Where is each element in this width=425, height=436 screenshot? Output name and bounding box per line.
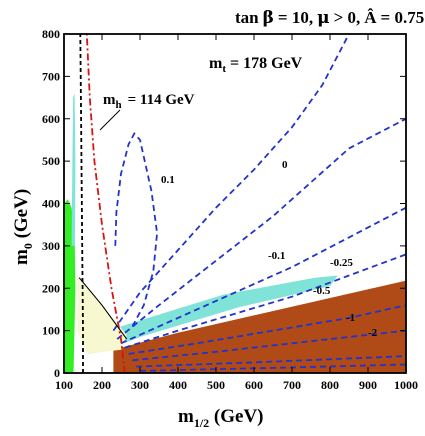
mh-pointer	[99, 109, 121, 131]
mt-annotation: mt = 178 GeV	[209, 55, 303, 75]
curve-label-minus-0.1: -0.1	[268, 250, 285, 262]
curve-label-minus-0.25: -0.25	[330, 257, 353, 269]
y-tick-label-300: 300	[42, 239, 60, 253]
x-tick-label-1000: 1000	[394, 378, 418, 392]
curve-1-5	[128, 304, 406, 355]
curve-label-minus-1: -1	[346, 312, 355, 324]
x-tick-label-900: 900	[359, 378, 377, 392]
x-tick-label-200: 200	[93, 378, 111, 392]
x-tick-label-600: 600	[245, 378, 263, 392]
x-tick-label-300: 300	[131, 378, 149, 392]
y-tick-label-0: 0	[54, 366, 60, 380]
curve-2-6	[132, 329, 406, 362]
y-tick-label-200: 200	[42, 281, 60, 295]
x-tick-label-100: 100	[55, 378, 73, 392]
region-layer	[64, 93, 406, 373]
curve-label-0.1: 0.1	[161, 174, 175, 186]
x-tick-label-500: 500	[207, 378, 225, 392]
curve-0-1	[112, 34, 350, 332]
y-tick-label-700: 700	[42, 69, 60, 83]
region-g-2-favoured	[77, 275, 127, 354]
region-charged-lsp-excluded	[113, 280, 406, 373]
region-wmap-preferred	[86, 275, 338, 354]
x-axis-title: m1/2 (GeV)	[178, 406, 264, 430]
curve-layer	[78, 34, 406, 373]
y-tick-label-500: 500	[42, 154, 60, 168]
curve-label-0: 0	[282, 159, 288, 171]
curve-0-5-4	[124, 253, 406, 349]
tick-layer: 100 200 300 400 500 600 700 800 900 1000010020030…	[42, 27, 418, 392]
curve-red-dashdot-10	[85, 34, 126, 373]
region-relic-density-strip	[71, 93, 76, 246]
y-tick-label-800: 800	[42, 27, 60, 41]
curve-black-solid-11	[78, 277, 128, 340]
y-tick-label-400: 400	[42, 197, 60, 211]
x-tick-label-700: 700	[283, 378, 301, 392]
mh-annotation: mh = 114 GeV	[103, 92, 195, 111]
y-tick-label-100: 100	[42, 324, 60, 338]
curve-label-minus-0.5: -0.5	[313, 285, 331, 297]
x-tick-label-400: 400	[169, 378, 187, 392]
curve-0-1-0	[114, 132, 159, 327]
curve-black-dashed-9	[79, 34, 84, 373]
y-tick-label-600: 600	[42, 112, 60, 126]
y-axis-title: m0 (GeV)	[11, 189, 35, 265]
curve-blue-dashed-8	[139, 363, 406, 372]
curve-0-1-2	[116, 118, 406, 340]
chart-title: tan β = 10, μ > 0, Â = 0.75	[235, 8, 424, 28]
curve-0-25-3	[120, 206, 406, 345]
x-tick-label-800: 800	[321, 378, 339, 392]
curve-label-minus-2: -2	[368, 327, 378, 339]
